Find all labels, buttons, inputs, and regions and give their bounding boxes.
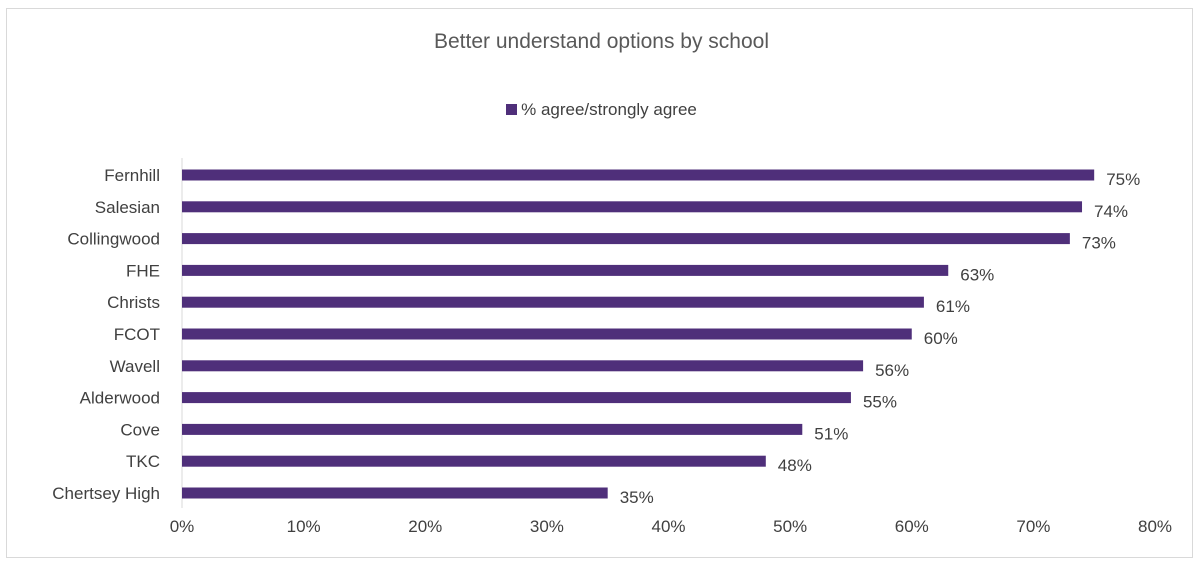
x-tick-label: 30% [530,517,564,536]
data-label: 74% [1094,202,1128,221]
category-label: Chertsey High [52,484,160,503]
bar [182,233,1070,245]
data-label: 60% [924,329,958,348]
x-tick-label: 60% [895,517,929,536]
category-label: Salesian [95,198,160,217]
chart-title: Better understand options by school [433,30,770,53]
bar [182,201,1083,213]
data-label: 55% [863,393,897,412]
bar [182,169,1095,181]
legend-swatch [506,104,518,115]
bar [182,360,864,372]
category-label: Fernhill [104,166,160,185]
category-label: TKC [126,452,160,471]
x-tick-label: 50% [773,517,807,536]
data-label: 73% [1082,234,1116,253]
bar [182,328,912,340]
x-tick-label: 0% [170,517,195,536]
bar [182,296,924,308]
x-tick-label: 70% [1016,517,1050,536]
data-label: 35% [620,488,654,507]
category-label: Alderwood [80,389,160,408]
legend-label: % agree/strongly agree [521,100,697,119]
x-tick-label: 20% [408,517,442,536]
data-label: 56% [875,361,909,380]
bar [182,487,608,499]
x-tick-label: 10% [287,517,321,536]
category-label: Christs [107,293,160,312]
x-tick-label: 80% [1138,517,1172,536]
data-label: 61% [936,297,970,316]
category-label: FCOT [114,325,160,344]
bar [182,264,949,276]
bar [182,423,803,435]
x-tick-label: 40% [651,517,685,536]
legend: % agree/strongly agree [0,100,1203,120]
category-label: Wavell [110,357,160,376]
data-label: 48% [778,456,812,475]
data-label: 63% [960,265,994,284]
category-label: Collingwood [67,230,160,249]
category-label: Cove [120,420,160,439]
data-label: 75% [1106,170,1140,189]
bar [182,392,851,404]
data-label: 51% [814,424,848,443]
category-label: FHE [126,261,160,280]
bar [182,455,766,467]
